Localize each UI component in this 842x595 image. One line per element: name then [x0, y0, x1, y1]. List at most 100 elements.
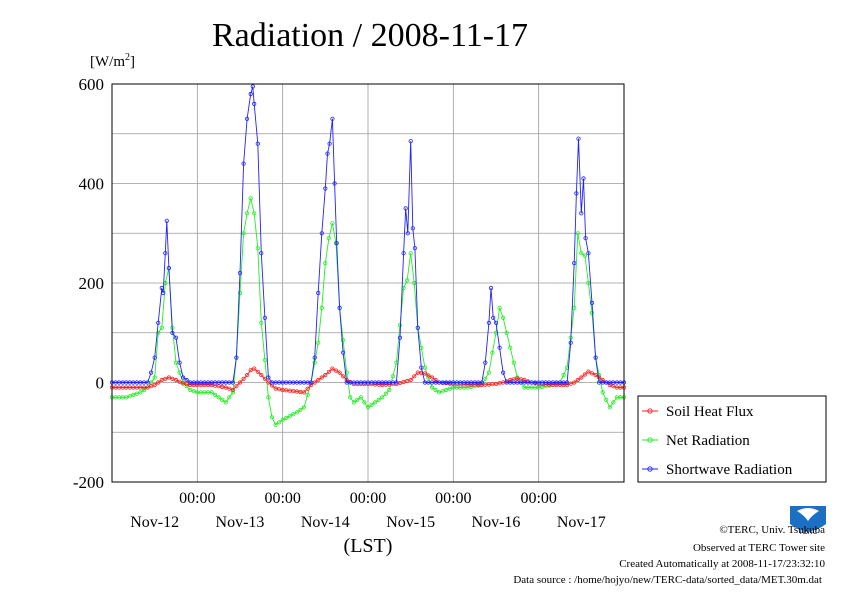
data-point-shortwave [337, 305, 342, 310]
data-point-net [369, 402, 374, 407]
data-point-shortwave [161, 290, 166, 296]
data-point-soil [408, 377, 413, 383]
data-point-shortwave [248, 91, 253, 97]
legend-label: Soil Heat Flux [666, 404, 754, 420]
data-point-shortwave [237, 270, 243, 276]
terc-logo-icon: TERC [790, 506, 826, 536]
data-point-shortwave [586, 251, 591, 256]
data-point-net [380, 395, 385, 400]
data-point-net [230, 390, 235, 395]
data-point-net [323, 260, 328, 266]
data-point-shortwave [327, 141, 332, 146]
data-point-net [429, 385, 435, 390]
data-point-shortwave [574, 191, 579, 196]
data-point-net [252, 211, 257, 216]
data-point-net [255, 246, 260, 251]
data-point-shortwave [152, 355, 157, 360]
data-point-soil [149, 384, 154, 389]
data-point-shortwave [316, 290, 321, 296]
data-point-soil [316, 377, 321, 383]
data-point-shortwave [408, 139, 413, 144]
data-point-net [490, 350, 495, 355]
data-point-net [511, 360, 516, 365]
data-point-soil [177, 379, 182, 384]
data-point-shortwave [564, 380, 570, 385]
data-point-net [344, 370, 349, 375]
data-point-shortwave [405, 231, 410, 236]
data-point-shortwave [323, 186, 328, 191]
data-point-net [284, 415, 289, 420]
data-point-soil [159, 377, 164, 383]
legend-swatch-marker [647, 437, 653, 443]
x-tick-day: Nov-15 [386, 514, 435, 531]
data-point-shortwave [170, 330, 175, 335]
data-point-soil [255, 369, 260, 374]
data-point-net [586, 280, 591, 286]
data-point-soil [589, 371, 595, 376]
data-point-net [383, 391, 388, 396]
data-point-soil [319, 375, 324, 380]
data-point-net [152, 375, 157, 380]
data-point-net [301, 405, 307, 410]
data-point-shortwave [156, 320, 161, 325]
data-point-soil [305, 386, 310, 391]
data-point-net [280, 417, 285, 422]
data-point-soil [323, 372, 328, 378]
data-point-soil [269, 383, 275, 388]
data-point-shortwave [241, 161, 246, 166]
data-point-shortwave [166, 265, 171, 271]
data-point-net [604, 397, 609, 402]
data-point-net [237, 290, 243, 296]
data-point-net [340, 338, 346, 343]
data-point-soil [426, 373, 431, 378]
data-point-soil [230, 387, 235, 393]
data-point-net [433, 387, 438, 393]
data-point-net [500, 315, 506, 320]
data-point-shortwave [483, 360, 488, 365]
data-point-shortwave [319, 231, 324, 236]
data-point-shortwave [325, 151, 330, 156]
data-point-shortwave [234, 355, 239, 360]
data-point-net [589, 310, 595, 315]
data-point-shortwave [572, 260, 577, 266]
data-point-shortwave [403, 206, 408, 211]
data-point-net [262, 357, 267, 363]
data-point-shortwave [330, 116, 335, 121]
data-point-soil [593, 372, 598, 378]
y-tick-label: 600 [79, 75, 105, 94]
data-point-soil [262, 376, 267, 381]
data-point-shortwave [177, 360, 182, 365]
data-point-soil [152, 382, 157, 388]
data-point-shortwave [493, 320, 499, 325]
data-point-shortwave [334, 241, 339, 246]
data-point-shortwave [500, 370, 506, 375]
data-point-net [582, 253, 588, 258]
x-tick-day: Nov-17 [557, 514, 606, 531]
data-point-net [276, 420, 282, 425]
data-point-net [444, 387, 449, 393]
data-point-shortwave [250, 84, 255, 89]
data-point-shortwave [332, 181, 337, 186]
data-point-soil [170, 376, 175, 381]
data-point-soil [326, 369, 331, 374]
y-tick-label: -200 [73, 473, 104, 492]
data-point-shortwave [164, 218, 169, 223]
data-point-shortwave [184, 377, 189, 383]
data-point-net [358, 395, 363, 400]
data-point-net [436, 390, 442, 395]
series-line-shortwave [112, 86, 624, 383]
data-point-soil [404, 378, 410, 384]
data-point-net [330, 221, 335, 226]
legend-swatch-marker [647, 466, 653, 472]
data-point-net [561, 372, 566, 378]
data-point-soil [522, 377, 527, 383]
copyright-text: ©TERC, Univ. Tsukuba [719, 524, 825, 536]
data-point-shortwave [568, 340, 573, 345]
legend-item-net: Net Radiation [642, 433, 750, 449]
data-point-net [504, 330, 509, 335]
data-point-shortwave [412, 246, 417, 251]
data-point-net [351, 400, 356, 405]
chart-title: Radiation / 2008-11-17 [212, 17, 528, 54]
series-shortwave [109, 84, 627, 385]
